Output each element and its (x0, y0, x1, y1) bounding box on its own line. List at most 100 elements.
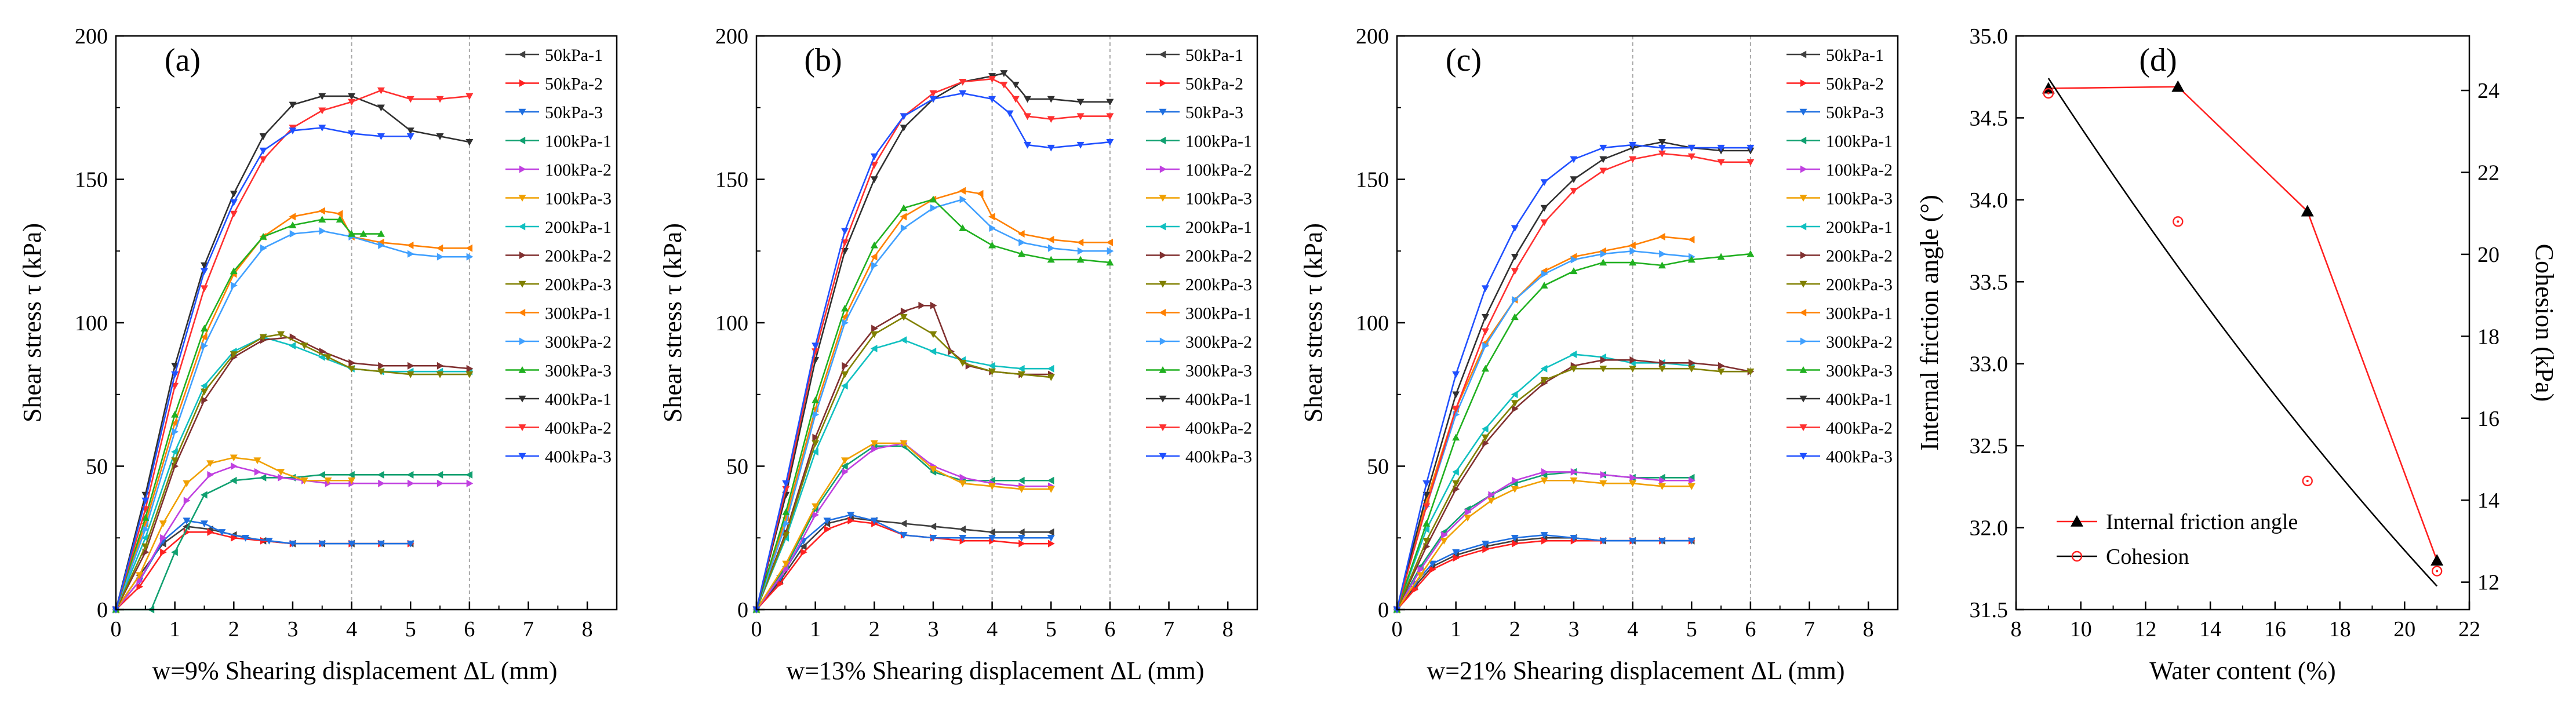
series-line (115, 89, 470, 610)
data-point (377, 368, 385, 375)
x-tick-label: 2 (1509, 617, 1520, 641)
data-point (1600, 356, 1607, 364)
data-point (289, 540, 297, 548)
legend-label: 400kPa-3 (1826, 447, 1893, 466)
data-point (1540, 282, 1548, 289)
data-point (1047, 116, 1055, 123)
data-point (929, 90, 937, 97)
series-line (1396, 479, 1692, 610)
data-point (870, 153, 878, 161)
data-point (171, 410, 179, 418)
data-point (812, 503, 820, 511)
series-line (755, 514, 1051, 610)
legend-label: 100kPa-2 (545, 161, 612, 180)
data-point (465, 93, 474, 100)
panel-label: (a) (165, 42, 201, 78)
x-axis-label: Water content (%) (2149, 657, 2335, 685)
series-50kPa-2 (112, 528, 414, 614)
data-point (959, 525, 966, 533)
data-point (812, 342, 820, 350)
data-point (1687, 235, 1695, 243)
data-point (1012, 81, 1020, 89)
data-point (988, 96, 996, 103)
legend-marker (1159, 366, 1167, 373)
y-tick-label: 50 (1367, 455, 1389, 479)
data-point (918, 301, 926, 309)
x-tick-label: 7 (1804, 617, 1815, 641)
data-point (1511, 535, 1519, 542)
legend-label: 200kPa-2 (1185, 247, 1252, 266)
data-point (870, 331, 878, 338)
legend-marker (1159, 280, 1167, 288)
data-point (348, 93, 356, 100)
data-point (1106, 99, 1114, 106)
data-point (1687, 483, 1695, 490)
data-point (1629, 356, 1637, 364)
data-point (929, 195, 937, 203)
data-point (1417, 566, 1425, 574)
legend-label: 200kPa-1 (1826, 218, 1893, 237)
data-point (348, 230, 356, 237)
data-point (277, 469, 285, 476)
data-point (289, 342, 296, 350)
legend-label: 300kPa-1 (1185, 304, 1252, 323)
x-tick-label: 4 (1627, 617, 1638, 641)
data-point (265, 538, 273, 545)
data-point (1540, 477, 1548, 484)
legend-marker (1159, 251, 1167, 259)
data-point (870, 176, 878, 183)
y-tick-label: 32.0 (1970, 516, 2009, 541)
data-point (254, 468, 261, 476)
data-point (1017, 364, 1025, 373)
data-point (930, 204, 937, 212)
y-right-tick-label: 16 (2477, 407, 2499, 431)
data-point (1629, 366, 1637, 373)
data-point (1422, 538, 1431, 545)
data-point (2043, 87, 2054, 99)
data-point (436, 253, 444, 261)
data-point (378, 362, 385, 370)
data-point (1106, 238, 1114, 246)
data-point (318, 93, 326, 100)
data-point (1511, 253, 1519, 261)
data-point (812, 440, 820, 447)
series-cohesion (2043, 78, 2443, 587)
data-point (1047, 144, 1055, 152)
data-point (465, 471, 473, 479)
data-point (1687, 144, 1695, 152)
data-point (783, 520, 790, 527)
data-point (1658, 483, 1666, 490)
data-point (1077, 247, 1085, 255)
x-tick-label: 2 (869, 617, 880, 641)
data-point (1481, 540, 1489, 548)
data-point (259, 233, 267, 240)
data-point (406, 127, 414, 134)
data-point (436, 244, 443, 252)
data-point (1006, 110, 1014, 118)
data-point (929, 96, 937, 103)
data-point (782, 486, 790, 493)
y-axis-label: Shear stress τ (kPa) (658, 223, 687, 422)
legend-marker (1159, 79, 1167, 87)
panel-label: (d) (2139, 42, 2177, 78)
legend-label: 400kPa-2 (1185, 419, 1252, 438)
data-point (1047, 364, 1054, 373)
legend-label: 300kPa-1 (545, 304, 612, 323)
series-300kPa-3 (112, 216, 385, 613)
data-point (1687, 153, 1695, 161)
legend-marker (1799, 137, 1807, 144)
y-tick-label: 31.5 (1970, 598, 2009, 622)
series-internal-friction-angle (2042, 80, 2444, 566)
data-point (1428, 560, 1436, 568)
y-tick-label: 150 (1356, 168, 1389, 192)
data-point (136, 572, 144, 579)
legend: Internal friction angle Cohesion (2057, 510, 2298, 569)
panel-b: 0 1 2 3 4 5 6 7 8 0 50 100 150 200 (b) w=13% Shearing d… (658, 24, 1258, 685)
data-point (2173, 216, 2184, 227)
legend-marker (518, 453, 526, 460)
legend-label: Cohesion (2106, 545, 2189, 569)
legend-label: 200kPa-1 (545, 218, 612, 237)
data-point (1687, 366, 1695, 373)
data-point (1464, 515, 1472, 522)
data-point (206, 460, 214, 468)
